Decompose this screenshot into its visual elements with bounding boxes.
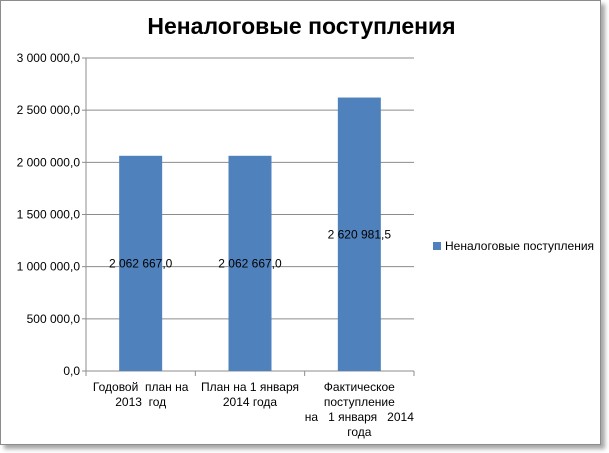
data-label: 2 062 667,0 — [218, 256, 282, 270]
category-label-line: Фактическое — [324, 380, 395, 394]
legend-swatch — [433, 242, 441, 250]
legend-label: Неналоговые поступления — [445, 239, 595, 253]
data-label: 2 620 981,5 — [328, 227, 392, 241]
category-label-line: План на 1 января — [201, 380, 299, 394]
category-label: План на 1 января 2014 года — [201, 380, 299, 409]
y-tick-label: 0,0 — [63, 364, 80, 378]
category-label: Фактическое поступление на 1 января 2014 го… — [305, 380, 414, 439]
y-tick-label: 3 000 000,0 — [17, 51, 81, 65]
category-label-line: Годовой план на — [93, 380, 189, 394]
category-label-line: на 1 января 2014 — [305, 410, 414, 424]
y-tick-label: 1 000 000,0 — [17, 260, 81, 274]
data-label: 2 062 667,0 — [109, 256, 173, 270]
legend: Неналоговые поступления — [433, 239, 594, 253]
category-label-line: года — [347, 425, 372, 439]
category-label-line: 2014 года — [223, 395, 278, 409]
chart-title: Неналоговые поступления — [147, 13, 456, 39]
bar — [119, 155, 163, 371]
category-label-line: поступление — [324, 395, 395, 409]
y-tick-label: 1 500 000,0 — [17, 208, 81, 222]
y-tick-label: 2 000 000,0 — [17, 155, 81, 169]
chart-frame: Неналоговые поступления 0,0 500 000,0 1 00… — [0, 0, 601, 445]
bar — [337, 97, 381, 372]
bar — [228, 155, 272, 371]
category-label: Годовой план на 2013 год — [93, 380, 189, 409]
y-tick-label: 500 000,0 — [27, 312, 81, 326]
category-label-line: 2013 год — [115, 395, 166, 409]
y-tick-label: 2 500 000,0 — [17, 103, 81, 117]
plot-area: 0,0 500 000,0 1 000 000,0 1 500 000,0 2 000 … — [17, 51, 415, 439]
